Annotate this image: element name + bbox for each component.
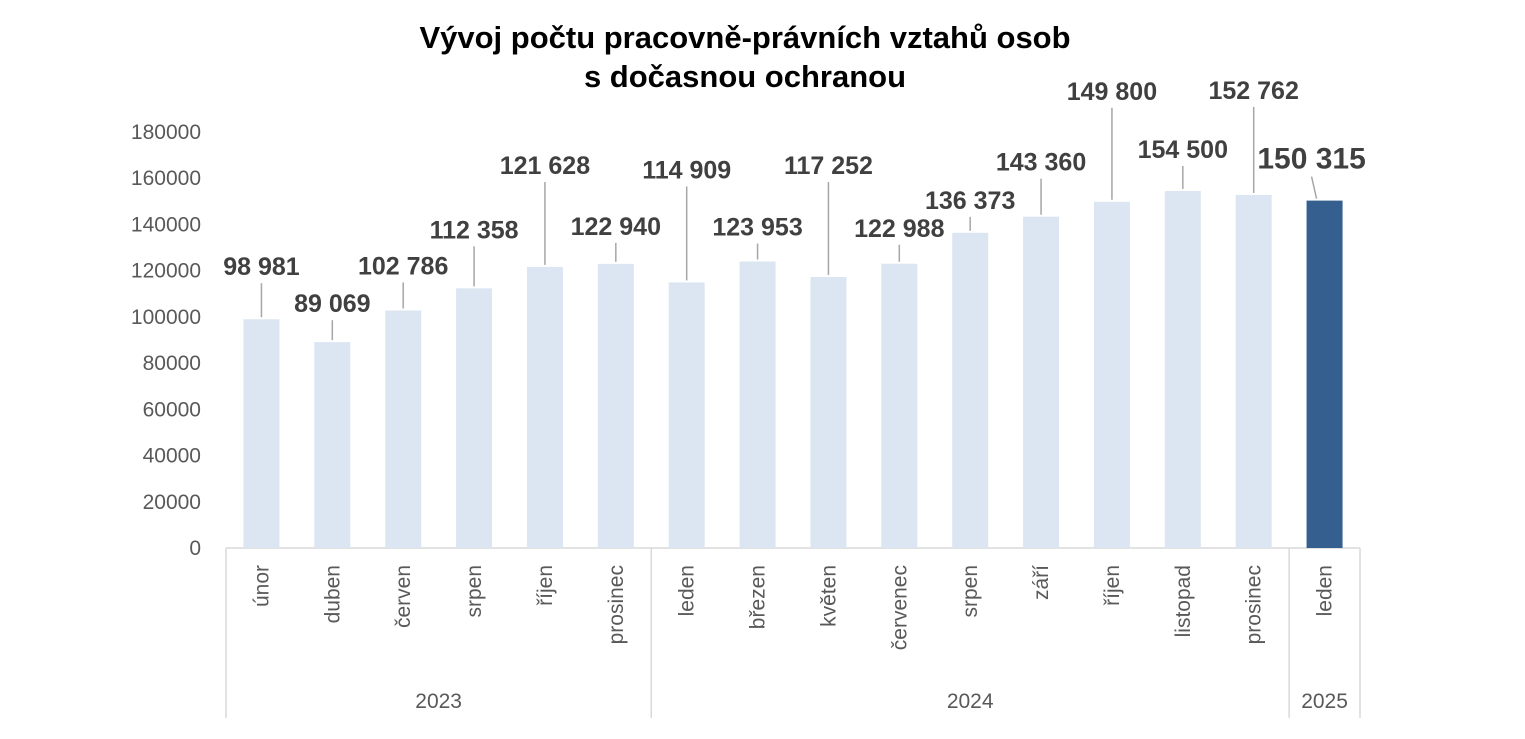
data-label: 150 315	[1257, 143, 1365, 176]
chart-title-line-1: Vývoj počtu pracovně-právních vztahů oso…	[419, 20, 1071, 55]
x-tick-label: březen	[747, 565, 770, 629]
group-label: 2025	[1301, 690, 1348, 713]
bar	[456, 288, 493, 548]
bar	[1164, 190, 1201, 548]
data-label: 121 628	[500, 152, 590, 180]
y-tick-label: 80000	[143, 352, 201, 375]
bar	[243, 319, 280, 548]
bar	[526, 266, 563, 548]
bar	[1093, 201, 1130, 548]
x-tick-label: srpen	[959, 565, 982, 618]
x-tick-label: říjen	[534, 565, 557, 606]
x-tick-label: duben	[321, 565, 344, 623]
x-tick-label: prosinec	[605, 565, 628, 644]
y-tick-label: 40000	[143, 445, 201, 468]
data-label: 122 988	[854, 215, 944, 243]
x-tick-label: únor	[250, 565, 273, 607]
data-label: 143 360	[996, 149, 1086, 177]
data-label: 102 786	[358, 252, 448, 280]
x-tick-label: srpen	[463, 565, 486, 618]
bar	[952, 232, 989, 548]
y-tick-label: 60000	[143, 398, 201, 421]
data-label: 122 940	[571, 213, 661, 241]
x-tick-label: květen	[817, 565, 840, 627]
chart-title: Vývoj počtu pracovně-právních vztahů oso…	[0, 18, 1490, 96]
data-label: 154 500	[1138, 136, 1228, 164]
y-tick-label: 100000	[131, 306, 201, 329]
y-tick-label: 180000	[131, 121, 201, 144]
x-tick-label: leden	[1314, 565, 1337, 616]
x-tick-label: září	[1030, 565, 1053, 600]
label-leader-line	[1310, 176, 1318, 199]
bar	[385, 310, 422, 548]
bar	[810, 277, 847, 548]
group-label: 2024	[947, 690, 994, 713]
x-tick-label: červenec	[888, 565, 911, 650]
data-label: 89 069	[294, 290, 370, 318]
x-tick-label: říjen	[1101, 565, 1124, 606]
bar	[314, 342, 351, 548]
bar	[1235, 194, 1272, 548]
data-label: 114 909	[642, 156, 731, 184]
y-tick-label: 140000	[131, 213, 201, 236]
x-tick-label: červen	[392, 565, 415, 628]
data-label: 112 358	[430, 216, 519, 244]
data-label: 149 800	[1067, 78, 1157, 106]
chart-title-line-2: s dočasnou ochranou	[583, 59, 907, 94]
data-label: 98 981	[223, 253, 300, 281]
data-label: 123 953	[712, 214, 802, 242]
bar	[1306, 200, 1343, 548]
bar	[881, 263, 918, 548]
data-label: 117 252	[784, 152, 873, 180]
y-tick-label: 120000	[131, 260, 201, 283]
bar	[668, 282, 705, 548]
bar	[739, 261, 776, 548]
x-tick-label: prosinec	[1243, 565, 1266, 644]
bar	[1023, 216, 1060, 548]
x-tick-label: leden	[676, 565, 699, 616]
data-label: 152 762	[1209, 77, 1299, 105]
x-tick-label: listopad	[1172, 565, 1195, 637]
y-tick-label: 160000	[131, 167, 201, 190]
y-tick-label: 20000	[143, 491, 201, 514]
group-label: 2023	[415, 690, 462, 713]
y-tick-label: 0	[189, 537, 201, 560]
data-label: 136 373	[925, 187, 1015, 215]
bar	[597, 263, 634, 548]
